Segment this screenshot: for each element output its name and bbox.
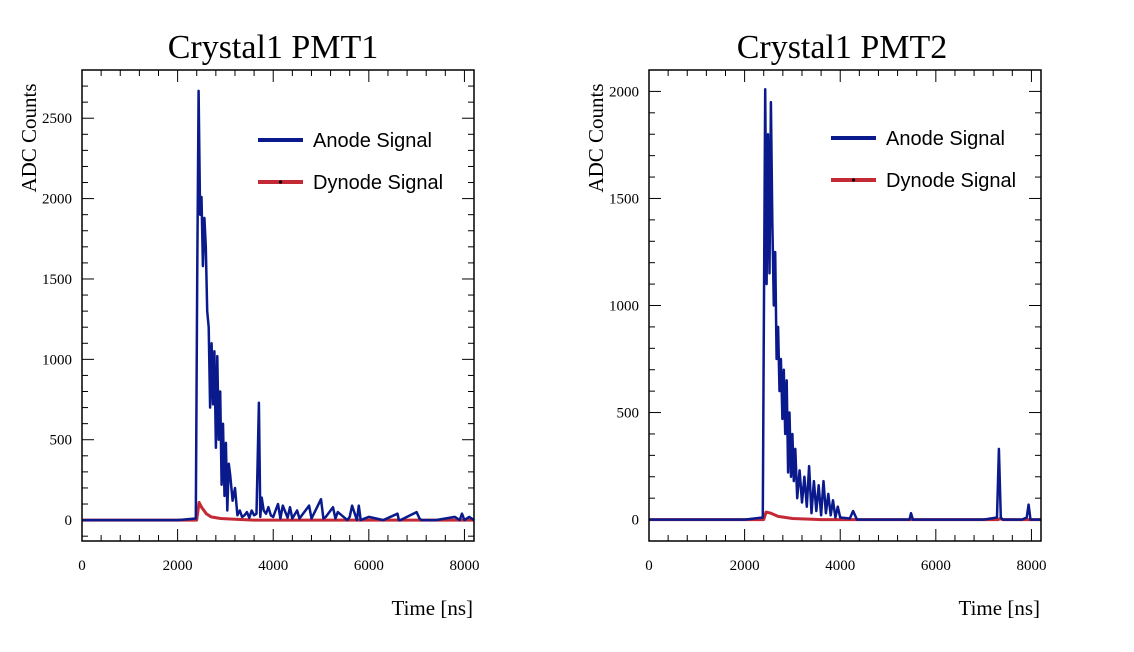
x-tick-label: 2000 xyxy=(163,558,193,574)
x-tick-label: 4000 xyxy=(258,558,288,574)
y-axis-label: ADC Counts xyxy=(17,83,41,192)
y-tick-label: 2000 xyxy=(42,192,72,208)
x-tick-label: 0 xyxy=(78,558,86,574)
y-axis-label: ADC Counts xyxy=(584,83,608,192)
legend-marker-dot xyxy=(851,178,856,182)
x-axis-label: Time [ns] xyxy=(392,596,474,620)
x-tick-label: 4000 xyxy=(825,558,855,574)
y-tick-label: 0 xyxy=(632,513,640,529)
x-tick-label: 8000 xyxy=(1016,558,1046,574)
y-tick-label: 0 xyxy=(65,513,73,529)
chart-title: Crystal1 PMT1 xyxy=(168,29,379,66)
legend-label-dynode: Dynode Signal xyxy=(313,172,443,194)
x-tick-label: 0 xyxy=(645,558,653,574)
panel-crystal1-pmt2: Crystal1 PMT2 Time [ns] ADC Counts 0 2000 400… xyxy=(584,29,1046,620)
y-tick-label: 1500 xyxy=(42,272,72,288)
legend-marker-dot xyxy=(278,180,283,184)
y-tick-label: 1000 xyxy=(42,352,72,368)
y-tick-label: 2500 xyxy=(42,111,72,127)
y-tick-label: 1500 xyxy=(609,191,639,207)
panel-crystal1-pmt1: Crystal1 PMT1 Time [ns] ADC Counts 0 2000 400… xyxy=(17,29,479,620)
x-tick-label: 8000 xyxy=(449,558,479,574)
y-tick-label: 500 xyxy=(50,433,73,449)
plot-frame xyxy=(648,69,1042,542)
y-tick-label: 1000 xyxy=(609,299,639,315)
plot-frame xyxy=(81,69,475,542)
anode-signal-line xyxy=(649,88,1041,521)
anode-signal-line xyxy=(82,89,475,522)
legend-label-dynode: Dynode Signal xyxy=(886,170,1016,192)
x-tick-label: 6000 xyxy=(354,558,384,574)
chart-title: Crystal1 PMT2 xyxy=(737,29,948,66)
legend-label-anode: Anode Signal xyxy=(313,130,432,152)
y-tick-label: 2000 xyxy=(609,84,639,100)
x-axis-label: Time [ns] xyxy=(959,596,1041,620)
y-tick-label: 500 xyxy=(617,406,640,422)
x-tick-label: 6000 xyxy=(921,558,951,574)
x-tick-label: 2000 xyxy=(730,558,760,574)
legend-label-anode: Anode Signal xyxy=(886,128,1005,150)
